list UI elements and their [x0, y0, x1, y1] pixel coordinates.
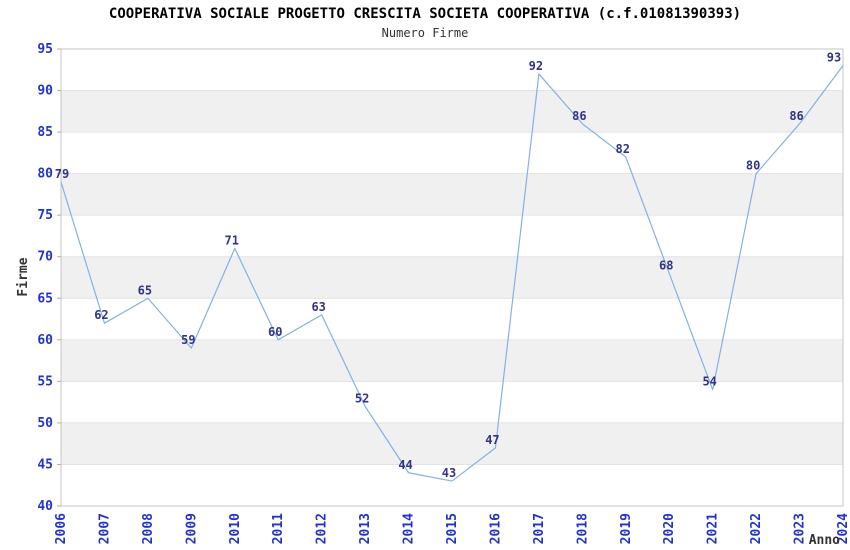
data-label: 54: [702, 375, 716, 389]
y-tick-label: 70: [37, 250, 53, 265]
data-label: 60: [268, 325, 282, 339]
series-line: [60, 65, 844, 482]
data-label: 93: [827, 51, 841, 65]
y-tick-label: 85: [37, 125, 53, 140]
data-label: 68: [659, 258, 673, 272]
x-tick-label: 2021: [706, 513, 721, 544]
plot-border: [60, 48, 844, 507]
x-tick-label: 2024: [836, 513, 850, 544]
data-label: 59: [181, 333, 195, 347]
x-tick-label: 2014: [402, 513, 417, 544]
x-tick-label: 2007: [97, 513, 112, 544]
y-tick-label: 65: [37, 291, 53, 306]
data-label: 82: [616, 142, 630, 156]
x-tick-label: 2012: [315, 513, 330, 544]
y-tick-label: 60: [37, 333, 53, 348]
x-tick-label: 2018: [575, 513, 590, 544]
x-tick-label: 2022: [749, 513, 764, 544]
data-label: 52: [355, 391, 369, 405]
x-tick-label: 2020: [662, 513, 677, 544]
x-tick-label: 2011: [271, 513, 286, 544]
grid-band: [61, 422, 843, 465]
x-tick-label: 2008: [141, 513, 156, 544]
x-tick-label: 2009: [184, 513, 199, 544]
data-label: 63: [311, 300, 325, 314]
data-label: 86: [789, 109, 803, 123]
data-label: 80: [746, 159, 760, 173]
y-tick-label: 50: [37, 416, 53, 431]
grid-band: [61, 339, 843, 382]
chart-title: COOPERATIVA SOCIALE PROGETTO CRESCITA SO…: [108, 6, 742, 22]
y-tick-label: 75: [37, 208, 53, 223]
x-tick-label: 2010: [228, 513, 243, 544]
data-label: 62: [94, 308, 108, 322]
x-tick-label: 2016: [488, 513, 503, 544]
x-tick-label: 2013: [358, 513, 373, 544]
y-tick-label: 45: [37, 457, 53, 472]
data-label: 44: [398, 458, 412, 472]
x-tick-label: 2006: [54, 513, 69, 544]
data-label: 47: [485, 433, 499, 447]
data-label: 65: [138, 283, 152, 297]
data-label: 71: [225, 233, 239, 247]
grid-band: [61, 173, 843, 216]
data-label: 86: [572, 109, 586, 123]
y-tick-label: 80: [37, 167, 53, 182]
data-label: 92: [529, 59, 543, 73]
x-tick-label: 2017: [532, 513, 547, 544]
data-label: 43: [442, 466, 456, 480]
y-tick-label: 90: [37, 84, 53, 99]
data-label: 79: [55, 167, 69, 181]
y-tick-label: 55: [37, 374, 53, 389]
x-tick-label: 2015: [445, 513, 460, 544]
y-tick-label: 95: [37, 42, 53, 57]
y-tick-label: 40: [37, 499, 53, 514]
chart-subtitle: Numero Firme: [381, 26, 469, 40]
x-tick-label: 2023: [793, 513, 808, 544]
x-axis-title: Anno: [809, 533, 840, 548]
grid-band: [61, 256, 843, 299]
y-axis-title: Firme: [16, 257, 31, 296]
grid-band: [61, 90, 843, 133]
x-tick-label: 2019: [619, 513, 634, 544]
